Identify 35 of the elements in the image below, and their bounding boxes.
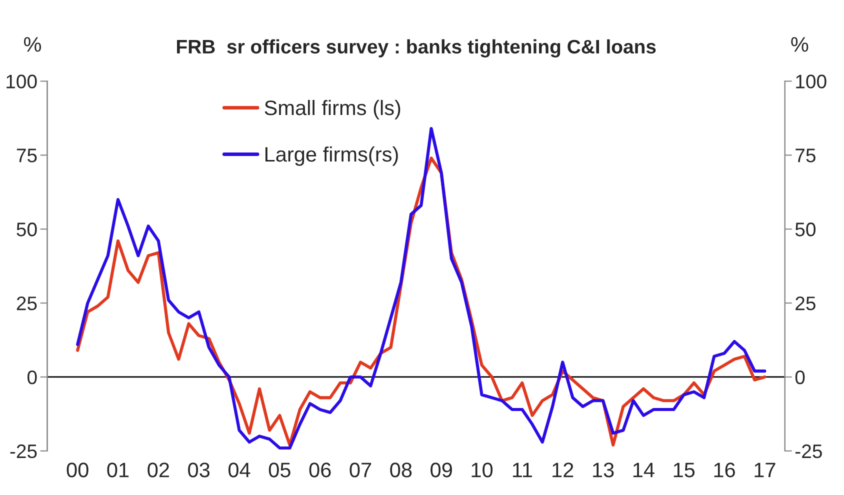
y-tick-label: 0 (27, 370, 37, 384)
x-tick-label: 14 (633, 462, 654, 478)
x-tick-label: 06 (309, 462, 331, 478)
y-tick-label: -25 (10, 444, 37, 458)
y2-tick-label: 0 (795, 370, 805, 384)
x-tick-label: 01 (107, 462, 129, 478)
y-tick-label: 75 (16, 148, 37, 162)
x-tick-label: 17 (754, 462, 776, 478)
x-tick-label: 00 (66, 462, 88, 478)
x-tick-label: 02 (148, 462, 169, 478)
x-tick-label: 07 (350, 462, 372, 478)
x-tick-label: 10 (472, 462, 493, 478)
x-tick-label: 08 (390, 462, 412, 478)
y2-tick-label: 100 (796, 74, 826, 88)
x-tick-label: 16 (714, 462, 735, 478)
y2-tick-label: 75 (796, 148, 816, 162)
y-tick-label: 50 (16, 222, 37, 236)
y2-tick-label: -25 (796, 444, 822, 458)
chart-title: FRB sr officers survey : banks tightening C&I loans (177, 39, 656, 58)
y2-tick-label: 25 (796, 296, 816, 310)
x-tick-label: 15 (674, 462, 695, 478)
x-tick-label: 03 (188, 462, 210, 478)
legend-label: Large firms(rs) (265, 146, 398, 166)
y-tick-label: 25 (16, 296, 37, 310)
x-tick-label: 13 (593, 462, 614, 478)
x-tick-label: 09 (430, 462, 452, 478)
y-axis-title: % (24, 37, 42, 52)
x-tick-label: 05 (268, 462, 290, 478)
y2-tick-label: 50 (795, 222, 816, 236)
x-tick-label: 12 (552, 462, 574, 478)
y2-axis-title: % (791, 37, 808, 52)
y-tick-label: 100 (6, 74, 37, 88)
legend-label: Small firms (ls) (264, 100, 400, 120)
x-tick-label: 04 (228, 462, 250, 478)
x-tick-label: 11 (512, 462, 532, 478)
